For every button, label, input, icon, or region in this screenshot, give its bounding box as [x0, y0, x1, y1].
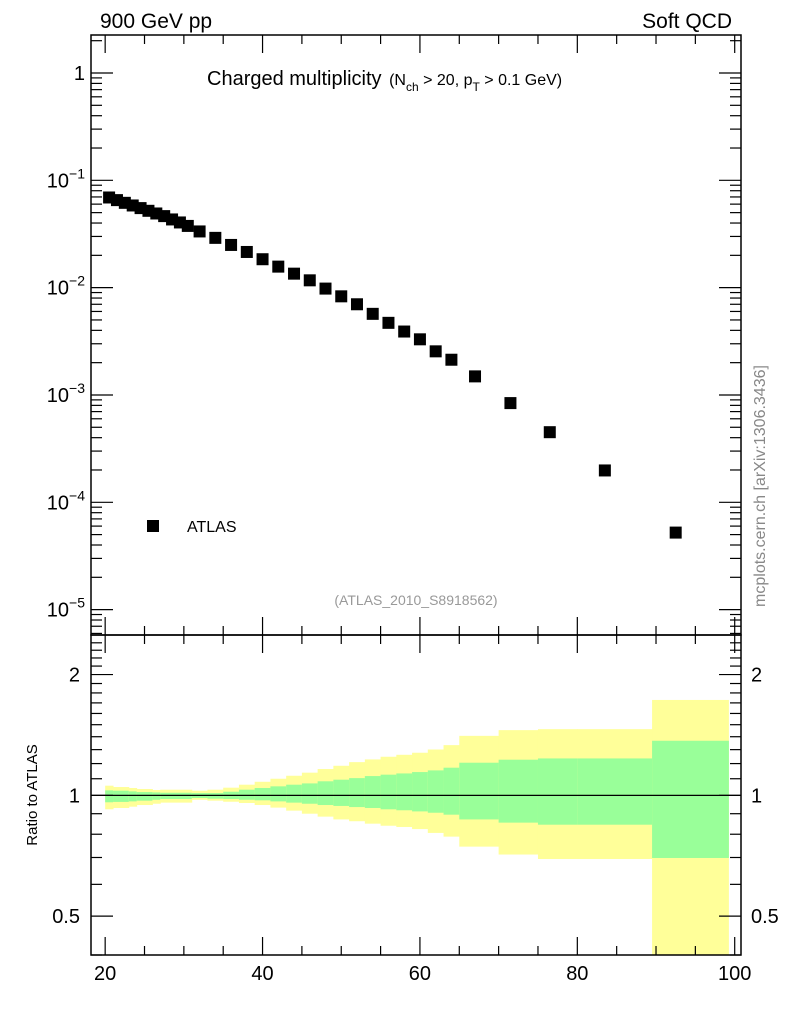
data-point — [303, 274, 316, 287]
data-point — [543, 426, 556, 439]
y-tick-base: 10 — [47, 385, 69, 407]
y-tick-base: 10 — [47, 170, 69, 192]
data-points — [103, 191, 682, 539]
data-point — [398, 325, 411, 338]
inner-band-bin-0 — [105, 790, 114, 803]
data-point — [335, 290, 348, 303]
y-tick-exponent: −1 — [69, 165, 85, 181]
y-tick-base: 10 — [47, 492, 69, 514]
y-tick-exponent: −3 — [69, 380, 85, 396]
title-cuts-close: > 0.1 GeV) — [480, 72, 562, 89]
inner-band-bin-25 — [537, 758, 578, 825]
inner-band-bin-2 — [128, 791, 138, 802]
watermark: mcplots.cern.ch [arXiv:1306.3436] — [752, 365, 769, 607]
legend-label: ATLAS — [187, 519, 237, 536]
data-point — [256, 253, 269, 266]
inner-band-bin-10 — [254, 788, 271, 801]
inner-band-bin-24 — [498, 759, 539, 823]
data-point — [272, 260, 285, 273]
inner-band-bin-11 — [270, 786, 287, 802]
data-point — [504, 397, 517, 410]
y-tick-label: 10−4 — [47, 487, 85, 514]
inner-band-bin-9 — [238, 789, 256, 800]
data-point — [382, 316, 395, 329]
ratio-y-tick-label-right: 2 — [751, 665, 762, 687]
ratio-y-tick-label-right: 1 — [751, 785, 762, 807]
inner-band-bin-22 — [443, 767, 460, 815]
data-point — [469, 370, 482, 383]
inner-band-bin-14 — [317, 781, 334, 806]
data-point — [209, 231, 222, 244]
data-point — [225, 238, 238, 251]
ratio-y-tick-label-left: 0.5 — [52, 906, 80, 928]
ratio-frame — [90, 634, 742, 956]
data-point — [429, 345, 442, 358]
title-main: Charged multiplicity — [207, 68, 382, 90]
ratio-y-tick-label-left: 2 — [69, 665, 80, 687]
y-tick-exponent: −4 — [69, 487, 85, 503]
x-tick-label: 60 — [409, 963, 431, 985]
title-cuts-mid: > 20, p — [419, 72, 473, 89]
header-left: 900 GeV pp — [100, 10, 212, 33]
inner-band-bin-12 — [286, 784, 303, 803]
inner-band-bin-18 — [380, 774, 397, 810]
y-tick-label: 10−3 — [47, 380, 85, 407]
data-point — [669, 526, 682, 539]
data-point — [445, 353, 458, 366]
y-tick-label: 10−1 — [47, 165, 85, 192]
inner-band-bin-21 — [427, 770, 445, 813]
analysis-label: (ATLAS_2010_S8918562) — [334, 592, 497, 608]
data-point — [181, 219, 194, 232]
legend-marker — [147, 520, 159, 532]
inner-band-bin-13 — [301, 783, 319, 804]
inner-band-bin-27 — [652, 740, 729, 858]
x-tick-label: 20 — [94, 963, 116, 985]
data-point — [366, 307, 379, 320]
axis-ticks — [91, 35, 741, 956]
y-tick-label: 10−5 — [47, 595, 85, 622]
title-cuts-open: (N — [389, 72, 406, 89]
inner-band-bin-4 — [152, 792, 161, 800]
data-point — [598, 464, 611, 477]
inner-band-bin-15 — [333, 779, 350, 806]
ratio-y-tick-label-left: 1 — [69, 785, 80, 807]
data-point — [413, 333, 426, 346]
ratio-bands — [105, 699, 729, 955]
ratio-ylabel: Ratio to ATLAS — [24, 744, 41, 845]
data-point — [193, 225, 206, 238]
data-point — [319, 282, 332, 295]
x-tick-label: 80 — [566, 963, 588, 985]
plot-title: Charged multiplicity (Nch > 20, pT > 0.1… — [207, 68, 562, 94]
inner-band-bin-19 — [396, 773, 413, 811]
data-point — [350, 298, 363, 311]
inner-band-bin-23 — [459, 762, 500, 820]
tick-labels: 110−110−210−310−410−52 21 10.5 0.520 40 60 80 1… — [47, 63, 779, 985]
y-tick-label: 1 — [74, 63, 85, 85]
title-cuts-sub2: T — [472, 80, 480, 94]
inner-band-bin-16 — [349, 778, 366, 808]
inner-band-bin-26 — [577, 758, 653, 825]
inner-band-bin-1 — [113, 790, 130, 802]
header-right: Soft QCD — [642, 10, 732, 33]
inner-band-bin-20 — [412, 772, 429, 812]
y-tick-base: 10 — [47, 278, 69, 300]
inner-band-bin-17 — [364, 776, 382, 808]
inner-band-bin-3 — [136, 792, 153, 801]
title-cuts-sub1: ch — [406, 80, 419, 94]
y-tick-exponent: −5 — [69, 595, 85, 611]
x-tick-label: 100 — [718, 963, 751, 985]
y-tick-label: 10−2 — [47, 273, 85, 300]
ratio-y-tick-label-right: 0.5 — [751, 906, 779, 928]
x-tick-label: 40 — [251, 963, 273, 985]
y-tick-exponent: −2 — [69, 273, 85, 289]
data-point — [240, 245, 253, 258]
y-tick-base: 1 — [74, 63, 85, 85]
data-point — [288, 267, 301, 280]
y-tick-base: 10 — [47, 600, 69, 622]
